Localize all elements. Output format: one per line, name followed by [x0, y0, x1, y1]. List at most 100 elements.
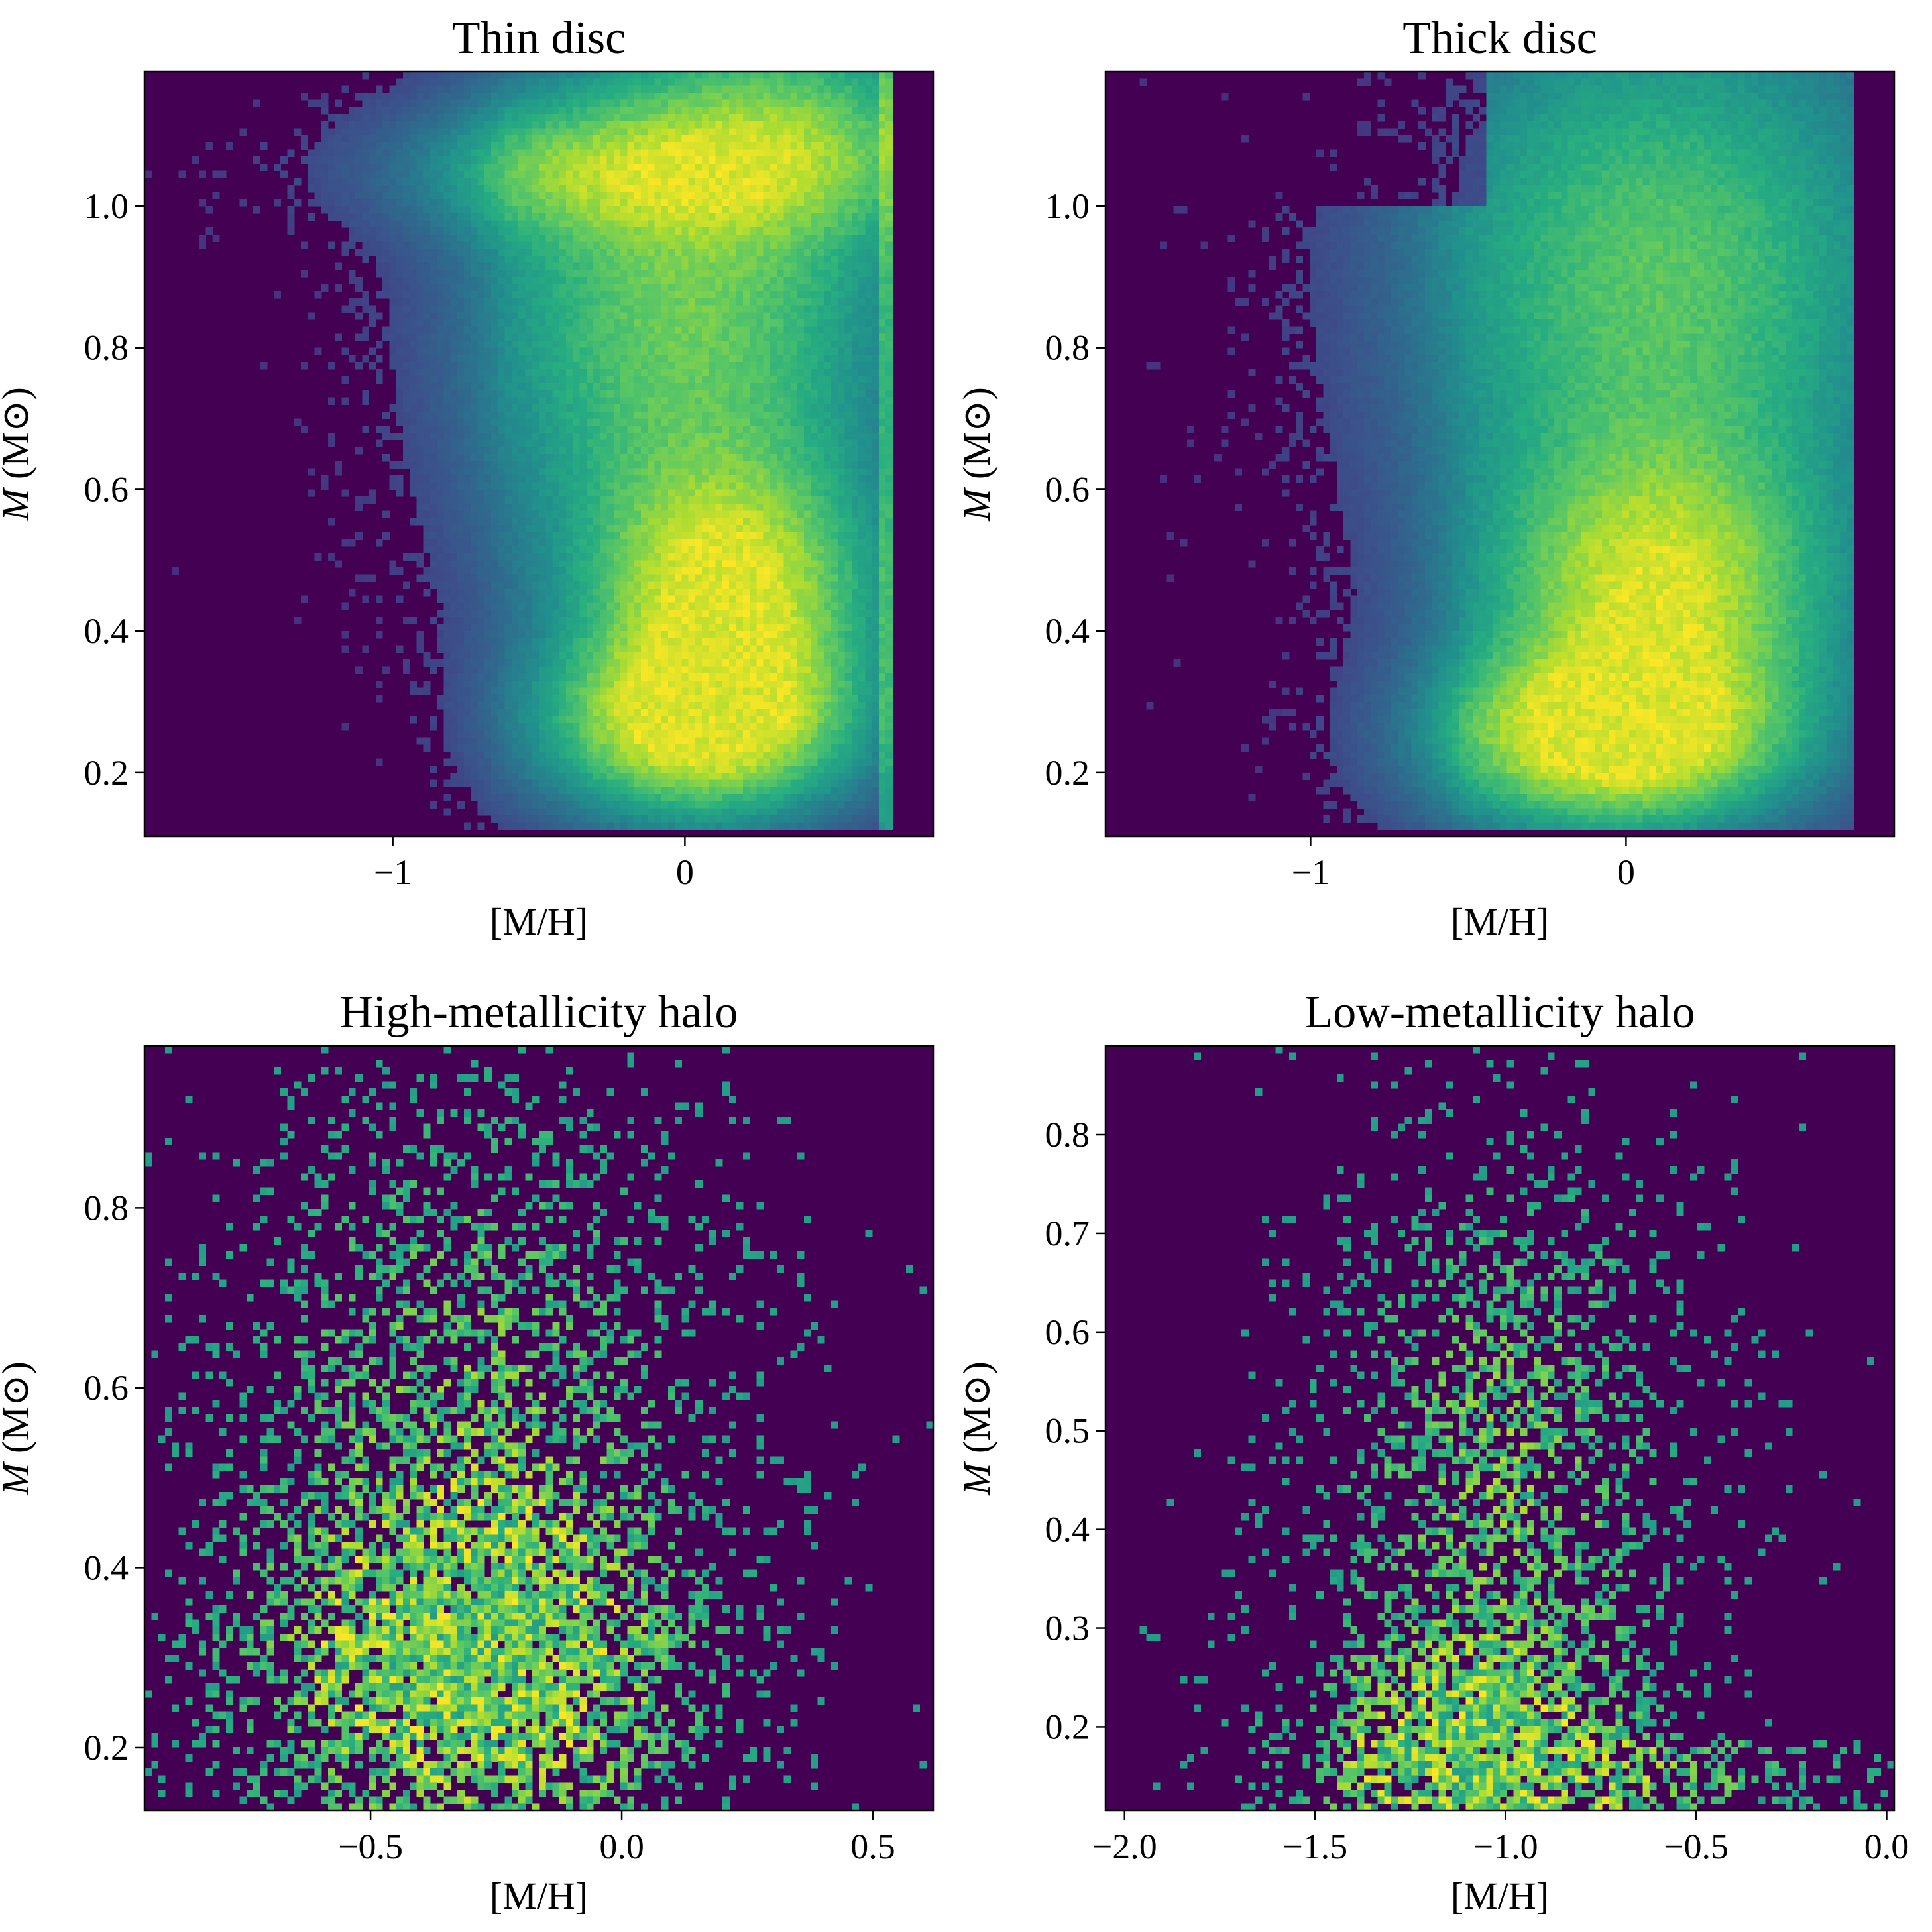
heatmap-cell: [505, 256, 512, 263]
heatmap-cell: [681, 398, 689, 405]
heatmap-cell: [471, 440, 478, 447]
heatmap-cell: [627, 100, 634, 107]
heatmap-cell: [818, 327, 825, 334]
heatmap-cell: [328, 192, 335, 199]
heatmap-cell: [641, 327, 648, 334]
heatmap-cell: [403, 249, 410, 256]
heatmap-cell: [756, 227, 764, 235]
heatmap-cell: [654, 156, 661, 164]
heatmap-cell: [525, 504, 532, 511]
heatmap-cell: [852, 277, 859, 284]
heatmap-cell: [811, 412, 818, 419]
heatmap-cell: [518, 312, 526, 319]
heatmap-cell: [783, 390, 791, 398]
heatmap-cell: [743, 107, 750, 114]
heatmap-cell: [532, 135, 540, 142]
heatmap-cell: [797, 510, 805, 518]
heatmap-cell: [553, 93, 560, 100]
heatmap-cell: [824, 447, 832, 454]
heatmap-cell: [783, 277, 791, 284]
heatmap-cell: [376, 199, 383, 206]
heatmap-cell: [437, 100, 444, 107]
heatmap-cell: [668, 319, 675, 327]
heatmap-cell: [879, 398, 886, 405]
heatmap-cell: [756, 447, 764, 454]
heatmap-cell: [845, 489, 852, 496]
heatmap-cell: [681, 192, 689, 199]
heatmap-cell: [518, 518, 526, 525]
heatmap-cell: [443, 135, 451, 142]
heatmap-cell: [681, 156, 689, 164]
heatmap-cell: [355, 277, 363, 284]
heatmap-cell: [783, 489, 791, 496]
heatmap-cell: [321, 284, 329, 292]
heatmap-cell: [756, 327, 764, 334]
heatmap-cell: [566, 284, 573, 292]
heatmap-cell: [253, 206, 260, 213]
heatmap-cell: [750, 85, 757, 93]
heatmap-cell: [750, 306, 757, 313]
heatmap-cell: [620, 504, 628, 511]
heatmap-cell: [668, 412, 675, 419]
heatmap-cell: [783, 383, 791, 390]
heatmap-cell: [756, 333, 764, 341]
heatmap-cell: [654, 249, 661, 256]
heatmap-cell: [403, 341, 410, 348]
heatmap-cell: [736, 241, 744, 249]
heatmap-cell: [607, 150, 614, 157]
heatmap-cell: [491, 277, 498, 284]
heatmap-cell: [729, 376, 736, 383]
heatmap-cell: [668, 327, 675, 334]
heatmap-cell: [872, 199, 880, 206]
heatmap-cell: [457, 156, 465, 164]
heatmap-cell: [362, 227, 369, 235]
heatmap-cell: [457, 235, 465, 242]
heatmap-cell: [675, 468, 682, 475]
heatmap-cell: [144, 171, 152, 178]
heatmap-cell: [716, 412, 723, 419]
heatmap-cell: [668, 369, 675, 376]
heatmap-cell: [736, 85, 744, 93]
heatmap-cell: [403, 362, 410, 369]
heatmap-cell: [852, 510, 859, 518]
heatmap-cell: [518, 483, 526, 490]
heatmap-cell: [471, 249, 478, 256]
heatmap-cell: [424, 256, 431, 263]
heatmap-cell: [600, 171, 607, 178]
heatmap-cell: [410, 327, 417, 334]
heatmap-cell: [716, 185, 723, 192]
heatmap-cell: [410, 156, 417, 164]
heatmap-cell: [349, 206, 356, 213]
heatmap-cell: [457, 298, 465, 306]
heatmap-cell: [811, 249, 818, 256]
heatmap-cell: [750, 419, 757, 426]
heatmap-cell: [518, 412, 526, 419]
heatmap-cell: [811, 192, 818, 199]
heatmap-cell: [593, 135, 600, 142]
heatmap-cell: [457, 355, 465, 362]
heatmap-cell: [416, 199, 424, 206]
heatmap-cell: [525, 241, 532, 249]
heatmap-cell: [852, 333, 859, 341]
heatmap-cell: [641, 475, 648, 483]
heatmap-cell: [879, 306, 886, 313]
heatmap-cell: [389, 270, 396, 277]
heatmap-cell: [818, 369, 825, 376]
heatmap-cell: [675, 220, 682, 227]
heatmap-cell: [791, 284, 798, 292]
heatmap-cell: [627, 150, 634, 157]
heatmap-cell: [654, 510, 661, 518]
heatmap-cell: [777, 312, 784, 319]
heatmap-cell: [607, 171, 614, 178]
heatmap-cell: [729, 79, 736, 86]
heatmap-cell: [287, 192, 294, 199]
heatmap-cell: [654, 426, 661, 433]
heatmap-cell: [811, 426, 818, 433]
heatmap-cell: [627, 390, 634, 398]
heatmap-cell: [396, 235, 404, 242]
heatmap-cell: [505, 263, 512, 270]
heatmap-cell: [661, 263, 669, 270]
heatmap-cell: [722, 447, 730, 454]
heatmap-cell: [443, 277, 451, 284]
heatmap-cell: [736, 319, 744, 327]
